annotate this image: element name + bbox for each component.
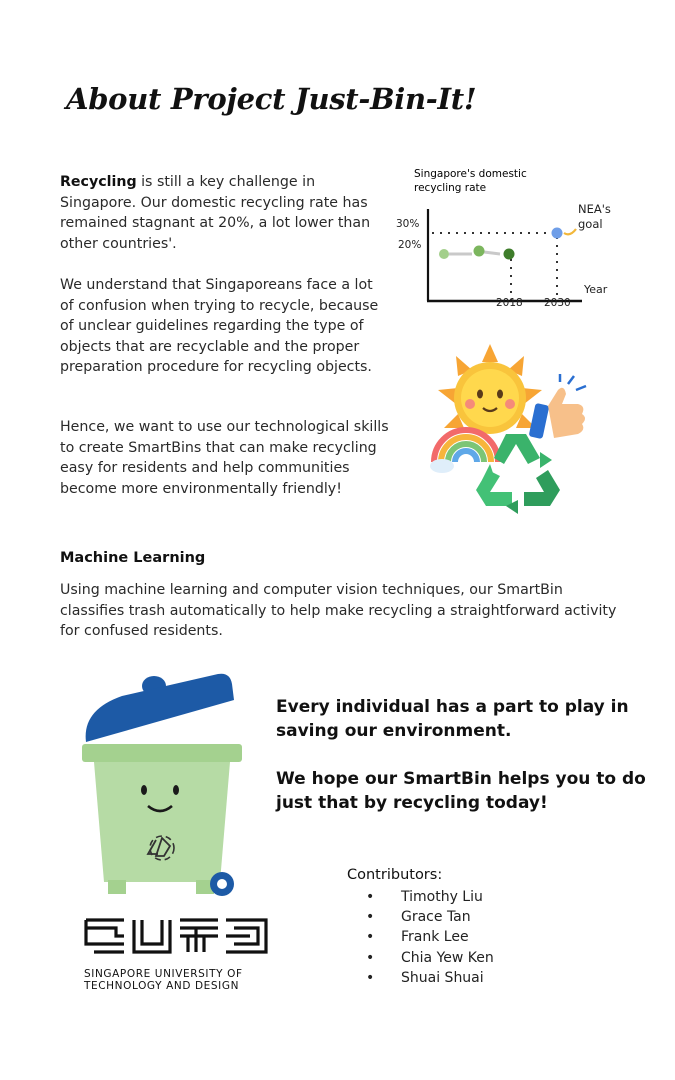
annotation-line2: goal — [578, 217, 603, 231]
chart-title-line1: Singapore's domestic — [414, 168, 527, 180]
intro-rest: is still a key challenge in Singapore. O… — [60, 174, 371, 252]
slogan-part-to-play: Every individual has a part to play in s… — [276, 697, 629, 741]
rainbow-icon — [430, 427, 501, 473]
intro-paragraph: Recycling is still a key challenge in Si… — [60, 172, 390, 254]
contributor-item: Grace Tan — [366, 907, 494, 927]
recycle-icon — [476, 434, 560, 514]
recycling-rate-chart: Singapore's domestic recycling rate NEA'… — [396, 168, 611, 309]
bin-body-icon — [82, 744, 242, 894]
confusion-paragraph: We understand that Singaporeans face a l… — [60, 277, 379, 375]
sutd-logo-line1: SINGAPORE UNIVERSITY OF — [84, 968, 243, 980]
bin-recycle-icon — [146, 835, 175, 861]
hence-paragraph: Hence, we want to use our technological … — [60, 419, 389, 497]
contributor-item: Chia Yew Ken — [366, 948, 494, 968]
xtick-2018: 2018 — [496, 297, 523, 309]
contributor-item: Timothy Liu — [366, 887, 494, 907]
data-point-2018 — [503, 248, 515, 260]
sutd-logo: SINGAPORE UNIVERSITY OF TECHNOLOGY AND D… — [84, 916, 269, 992]
contributor-item: Frank Lee — [366, 927, 494, 947]
sutd-logo-mark-icon — [84, 918, 268, 954]
contributors-heading: Contributors: — [347, 867, 443, 883]
x-axis-label: Year — [583, 283, 608, 296]
thumbs-up-icon — [529, 374, 587, 439]
ml-paragraph: Using machine learning and computer visi… — [60, 582, 617, 639]
ytick-20: 20% — [398, 239, 421, 251]
ml-heading: Machine Learning — [60, 550, 206, 566]
intro-lead: Recycling — [60, 174, 137, 190]
bin-lid-icon — [85, 673, 235, 742]
chart-title-line2: recycling rate — [414, 182, 486, 194]
data-point-2 — [473, 245, 485, 257]
smart-bin-illustration — [82, 673, 242, 896]
eco-illustration — [430, 344, 587, 514]
goal-point-2030 — [551, 227, 563, 239]
annotation-line1: NEA's — [578, 202, 611, 216]
bin-wheel-icon — [210, 872, 234, 896]
ytick-30: 30% — [396, 218, 419, 230]
goal-arrow — [563, 228, 577, 236]
contributor-item: Shuai Shuai — [366, 968, 494, 988]
contributors-list: Timothy Liu Grace Tan Frank Lee Chia Yew… — [366, 887, 494, 988]
xtick-2030: 2030 — [544, 297, 571, 309]
slogan-recycling-today: We hope our SmartBin helps you to do jus… — [276, 769, 646, 813]
sutd-logo-line2: TECHNOLOGY AND DESIGN — [84, 980, 240, 992]
series-connector-2 — [483, 250, 501, 256]
sun-icon — [438, 344, 542, 434]
page-title: About Project Just-Bin-It! — [66, 82, 477, 116]
data-point-1 — [439, 249, 449, 259]
